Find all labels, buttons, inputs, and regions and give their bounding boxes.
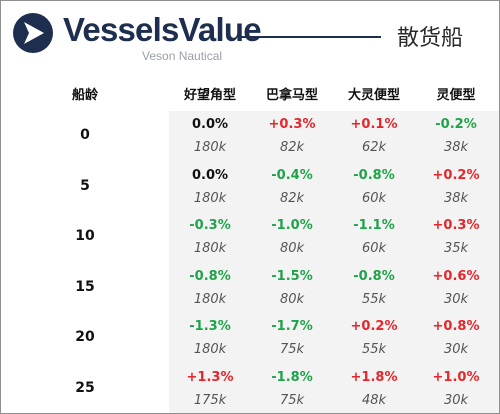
change-value-handysize: +0.8% [432, 319, 480, 335]
age-label: 0 [80, 127, 90, 143]
age-label: 25 [75, 380, 95, 396]
column-header-capesize: 好望角型 [183, 88, 236, 103]
table-row [169, 111, 499, 162]
age-label: 20 [75, 329, 95, 346]
price-value-capesize: 175k [193, 393, 227, 408]
price-value-panamax: 75k [279, 393, 305, 408]
age-label: 10 [75, 228, 95, 245]
vesselsvalue-logo-icon [13, 13, 53, 53]
change-value-supramax: +0.2% [350, 319, 398, 335]
price-value-supramax: 48k [361, 393, 387, 408]
change-value-capesize: -1.3% [189, 319, 231, 335]
page-title: 散货船 [397, 26, 464, 51]
change-value-supramax: -0.8% [353, 167, 395, 183]
price-value-handysize: 35k [443, 241, 469, 257]
table-row [169, 313, 499, 365]
column-header-age: 船龄 [71, 88, 98, 103]
price-value-supramax: 55k [361, 342, 387, 358]
price-value-handysize: 30k [443, 342, 469, 358]
price-value-capesize: 180k [193, 190, 227, 206]
table-row [169, 212, 499, 264]
age-label: 15 [75, 278, 95, 295]
header-divider [241, 36, 381, 38]
change-value-handysize: -0.2% [435, 117, 477, 132]
column-header-panamax: 巴拿马型 [265, 88, 318, 103]
change-value-handysize: +0.2% [432, 167, 480, 183]
price-value-capesize: 180k [193, 241, 227, 257]
change-value-panamax: -0.4% [271, 167, 313, 183]
table-row [169, 364, 499, 413]
change-value-supramax: -0.8% [353, 268, 395, 284]
change-value-supramax: -1.1% [353, 218, 395, 234]
price-value-supramax: 55k [361, 291, 387, 307]
price-value-supramax: 60k [361, 190, 387, 206]
brand-subtitle: Veson Nautical [142, 49, 223, 63]
price-value-capesize: 180k [193, 342, 227, 358]
price-value-supramax: 62k [361, 140, 387, 155]
change-value-handysize: +0.6% [432, 268, 480, 284]
price-value-handysize: 38k [443, 140, 469, 155]
price-value-panamax: 80k [279, 291, 305, 307]
change-value-handysize: +0.3% [432, 218, 480, 234]
price-value-panamax: 75k [279, 342, 305, 358]
value-table: 0.0% 180k +0.3% 82k +0.1% 62k -0.2% 38k 0.0% 180k… [169, 111, 499, 413]
change-value-capesize: 0.0% [191, 117, 229, 132]
age-label: 5 [80, 177, 90, 194]
price-value-handysize: 30k [443, 393, 469, 408]
header: VesselsValue Veson Nautical 散货船 [1, 1, 499, 81]
change-value-capesize: 0.0% [191, 167, 229, 183]
change-value-capesize: +1.3% [186, 370, 234, 385]
price-value-handysize: 30k [443, 291, 469, 307]
change-value-capesize: -0.8% [189, 268, 231, 284]
price-value-supramax: 60k [361, 241, 387, 257]
column-header-handysize: 灵便型 [436, 88, 476, 103]
change-value-panamax: -1.0% [271, 218, 313, 234]
change-value-panamax: +0.3% [268, 117, 316, 132]
price-value-capesize: 180k [193, 140, 227, 155]
price-value-capesize: 180k [193, 291, 227, 307]
change-value-panamax: -1.5% [271, 268, 313, 284]
price-value-handysize: 38k [443, 190, 469, 206]
change-value-capesize: -0.3% [189, 218, 231, 234]
change-value-supramax: +1.8% [350, 370, 398, 385]
price-value-panamax: 82k [279, 190, 305, 206]
change-value-panamax: -1.8% [271, 370, 313, 385]
change-value-panamax: -1.7% [271, 319, 313, 335]
brand-name: VesselsValue [63, 11, 262, 48]
price-value-panamax: 80k [279, 241, 305, 257]
change-value-handysize: +1.0% [432, 370, 480, 385]
table-row [169, 161, 499, 213]
table-row [169, 262, 499, 314]
change-value-supramax: +0.1% [350, 117, 398, 132]
column-header-supramax: 大灵便型 [347, 88, 400, 103]
price-value-panamax: 82k [279, 140, 305, 155]
